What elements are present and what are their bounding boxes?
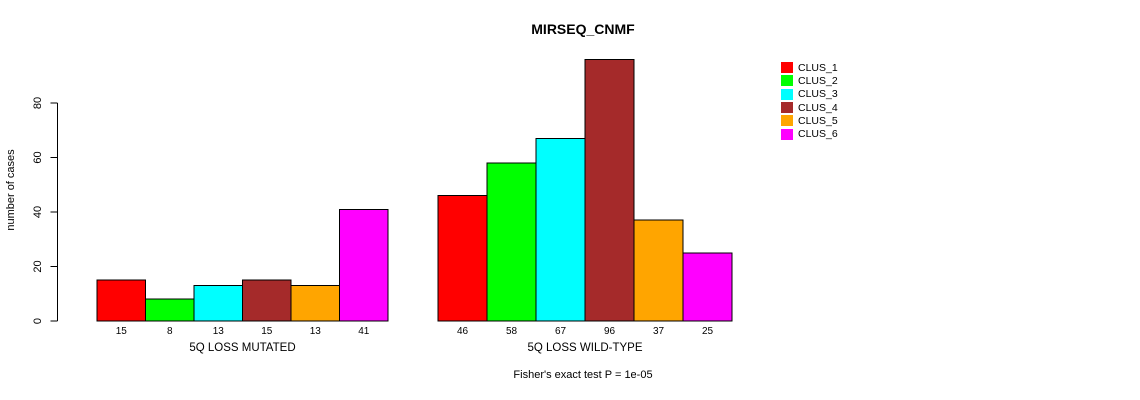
bar-value-label: 15 [116, 326, 128, 337]
bar-value-label: 46 [457, 326, 469, 337]
legend-label: CLUS_5 [798, 114, 838, 127]
legend-item: CLUS_1 [781, 61, 838, 74]
y-tick-label: 60 [32, 151, 44, 163]
bar [584, 58, 635, 322]
bar-value-label: 13 [310, 326, 322, 337]
legend-swatch [781, 62, 793, 74]
bar-value-label: 67 [555, 326, 567, 337]
legend-item: CLUS_5 [781, 114, 838, 127]
bar-value-label: 37 [653, 326, 665, 337]
bar-value-label: 8 [167, 326, 173, 337]
bar [290, 285, 340, 322]
bar-value-label: 41 [358, 326, 370, 337]
bar-value-label: 13 [213, 326, 225, 337]
bar-value-label: 58 [506, 326, 518, 337]
bar [145, 298, 195, 322]
group-label: 5Q LOSS WILD-TYPE [527, 342, 642, 354]
legend-item: CLUS_4 [781, 101, 838, 114]
legend-item: CLUS_3 [781, 88, 838, 101]
legend-label: CLUS_2 [798, 74, 838, 87]
legend-swatch [781, 115, 793, 127]
bar [242, 279, 292, 322]
bar [339, 208, 389, 322]
y-tick-label: 80 [32, 97, 44, 109]
legend-label: CLUS_4 [798, 101, 838, 114]
bar [633, 219, 684, 322]
bar [535, 137, 586, 322]
bar-value-label: 15 [261, 326, 273, 337]
legend-label: CLUS_1 [798, 61, 838, 74]
legend-swatch [781, 102, 793, 114]
bar [682, 252, 733, 322]
legend-swatch [781, 128, 793, 140]
legend-swatch [781, 88, 793, 100]
legend-item: CLUS_6 [781, 127, 838, 140]
y-tick-label: 40 [32, 206, 44, 218]
legend: CLUS_1 CLUS_2 CLUS_3 CLUS_4 CLUS_5 CLUS_6 [781, 61, 838, 141]
y-tick-label: 0 [32, 318, 44, 324]
bar [96, 279, 146, 322]
legend-label: CLUS_6 [798, 128, 838, 141]
legend-swatch [781, 75, 793, 87]
legend-item: CLUS_2 [781, 74, 838, 87]
bar [437, 195, 488, 322]
bar [193, 285, 243, 322]
legend-label: CLUS_3 [798, 88, 838, 101]
chart-title: MIRSEQ_CNMF [531, 21, 635, 37]
bar-value-label: 96 [604, 326, 616, 337]
group-label: 5Q LOSS MUTATED [189, 342, 295, 354]
fisher-test-caption: Fisher's exact test P = 1e-05 [513, 369, 653, 381]
bar-value-label: 25 [702, 326, 714, 337]
y-tick-label: 20 [32, 260, 44, 272]
bar [486, 162, 537, 322]
